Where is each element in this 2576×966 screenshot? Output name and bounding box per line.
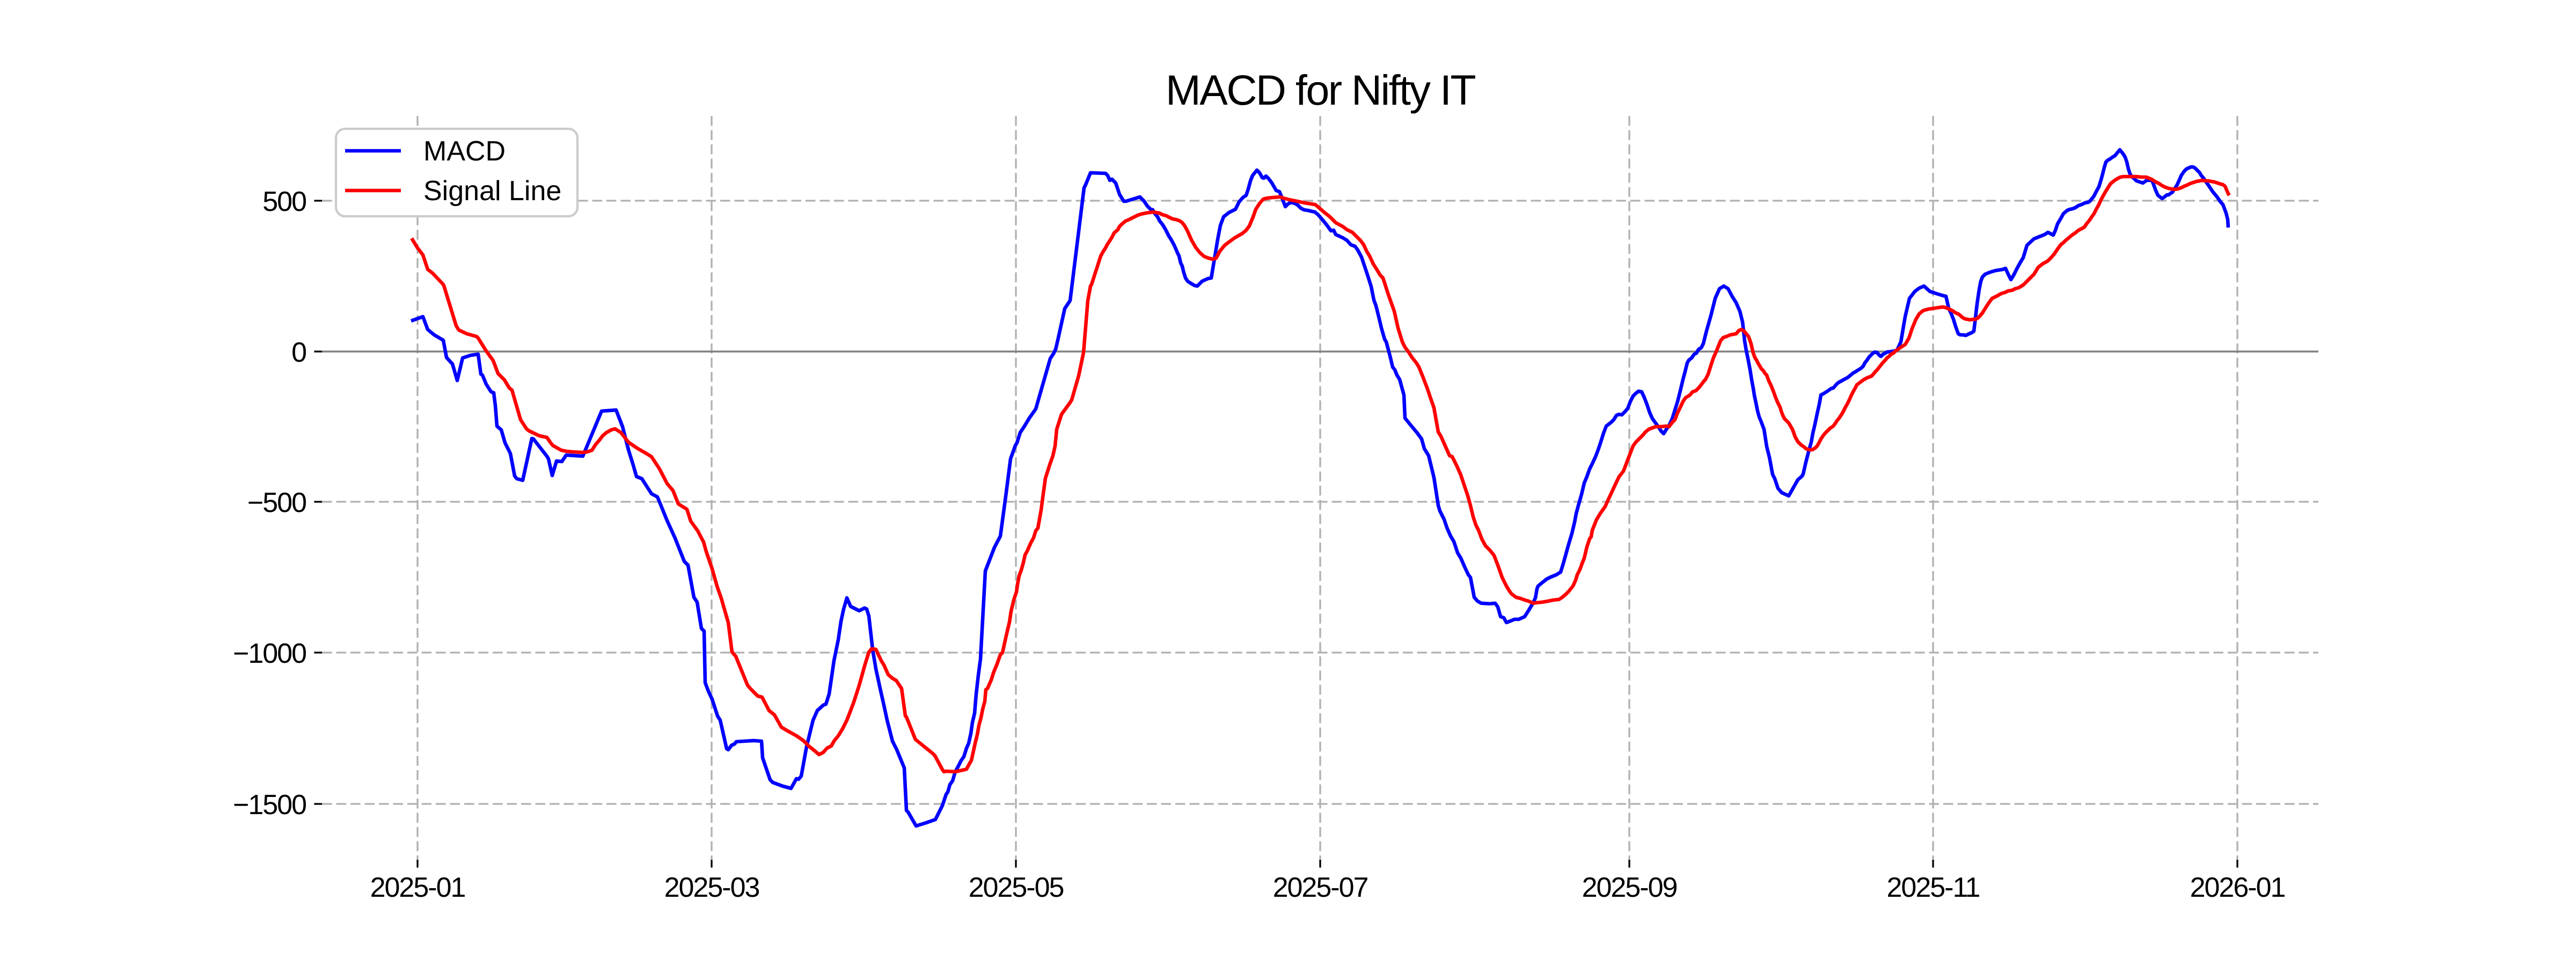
svg-text:−1000: −1000 bbox=[233, 638, 306, 669]
svg-text:2025-03: 2025-03 bbox=[664, 872, 759, 903]
svg-text:MACD for Nifty IT: MACD for Nifty IT bbox=[1166, 66, 1476, 114]
svg-text:−500: −500 bbox=[247, 487, 306, 518]
svg-text:Signal Line: Signal Line bbox=[423, 175, 561, 207]
svg-text:0: 0 bbox=[291, 337, 306, 368]
svg-text:2025-07: 2025-07 bbox=[1273, 872, 1368, 903]
svg-text:2025-01: 2025-01 bbox=[370, 872, 465, 903]
svg-text:MACD: MACD bbox=[423, 136, 506, 167]
svg-text:2025-09: 2025-09 bbox=[1582, 872, 1677, 903]
svg-text:2026-01: 2026-01 bbox=[2190, 872, 2285, 903]
svg-text:2025-05: 2025-05 bbox=[969, 872, 1064, 903]
svg-text:500: 500 bbox=[262, 186, 306, 217]
svg-text:2025-11: 2025-11 bbox=[1887, 872, 1980, 903]
svg-text:−1500: −1500 bbox=[233, 789, 306, 821]
